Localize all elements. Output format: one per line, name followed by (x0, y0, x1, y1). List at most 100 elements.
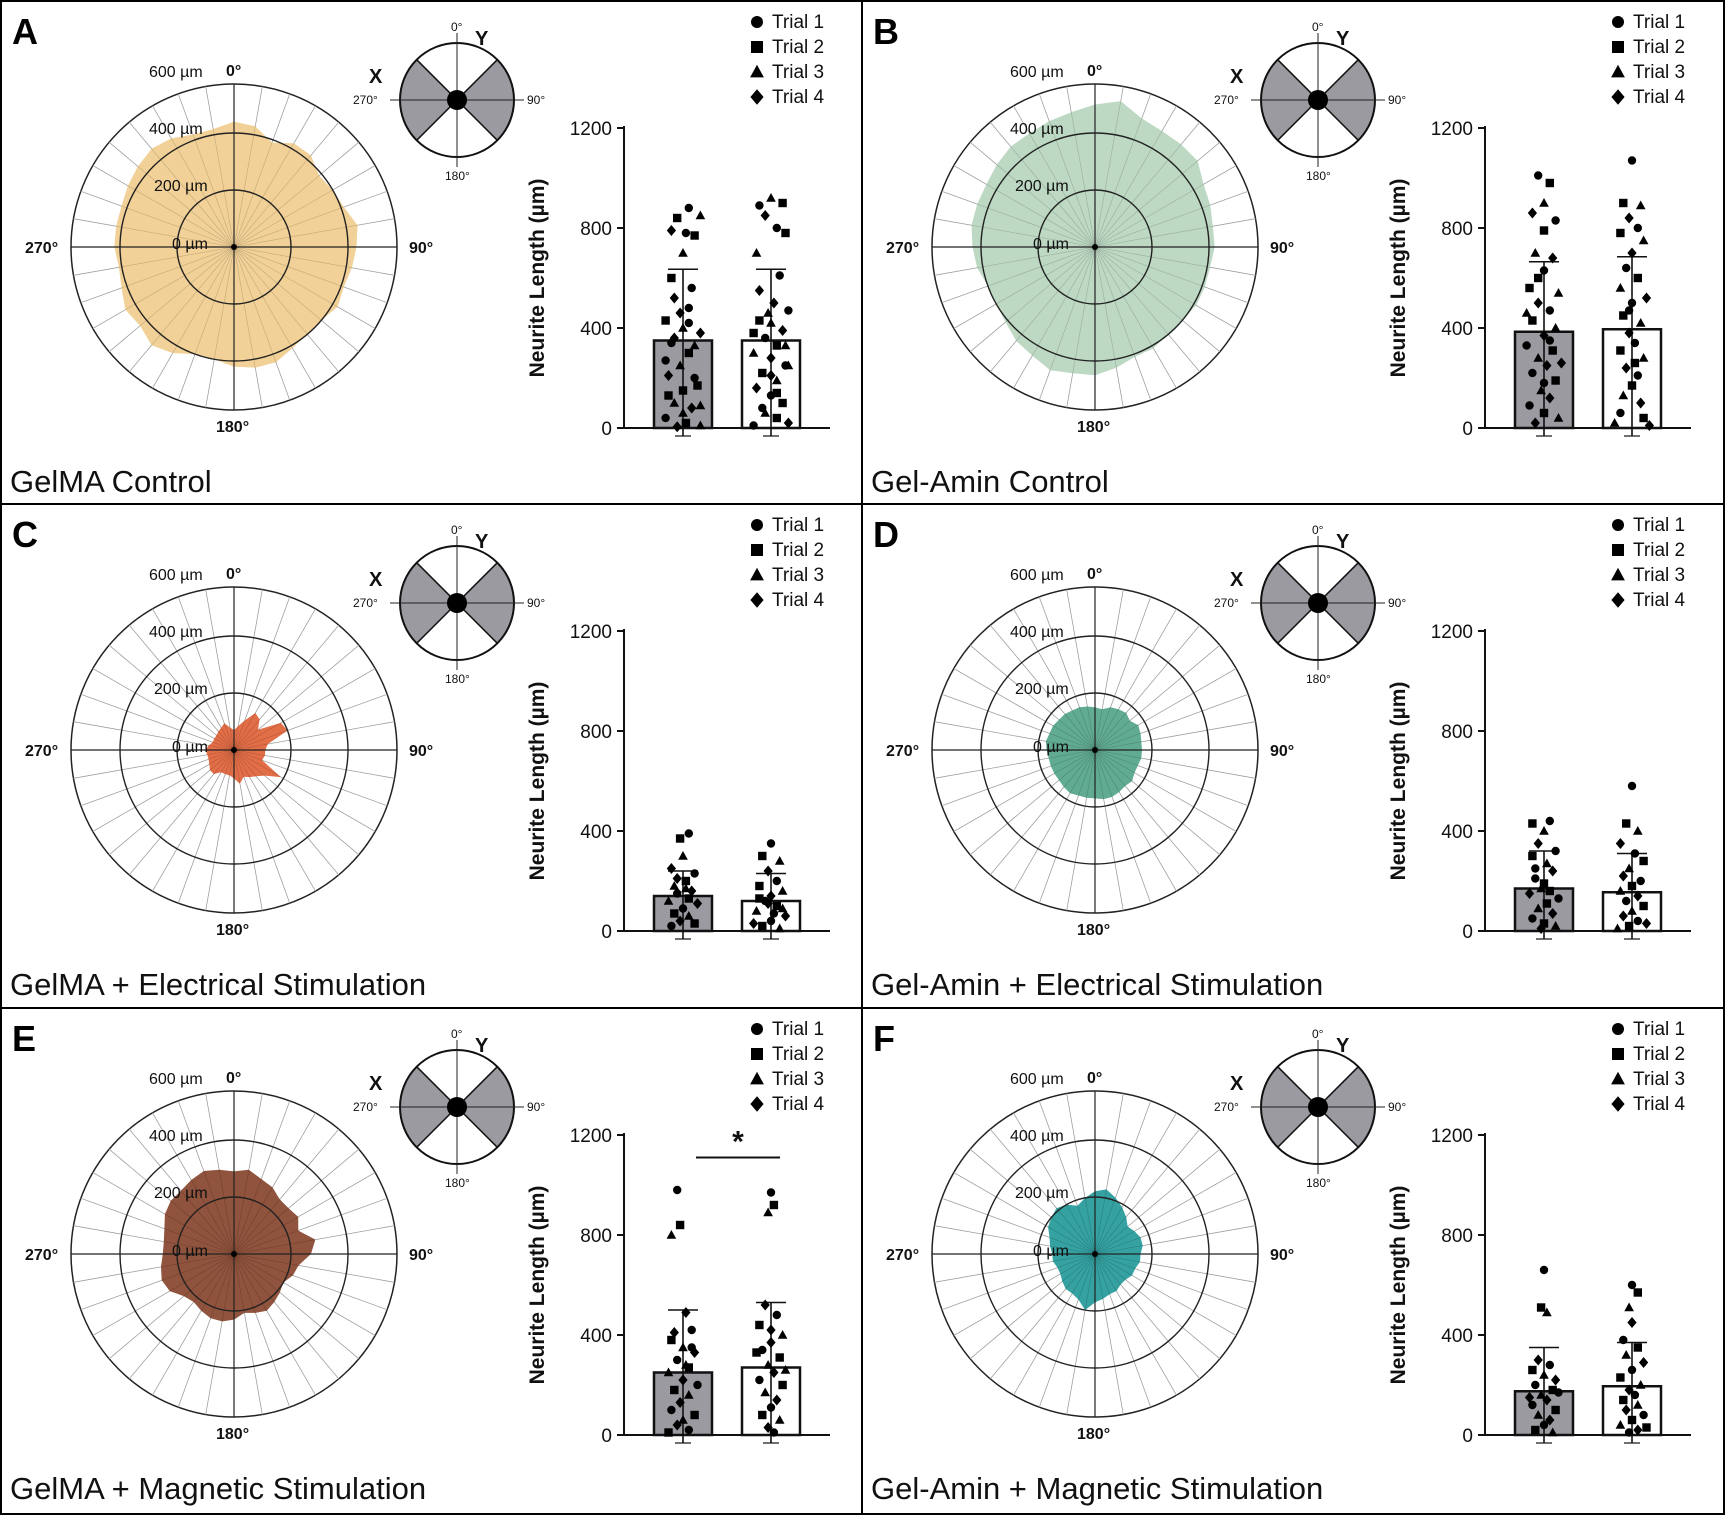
data-point (690, 1410, 699, 1420)
polar-spoke-overlay (1066, 1253, 1096, 1415)
data-point (769, 909, 779, 918)
legend-marker (750, 1096, 764, 1112)
data-point (751, 247, 762, 257)
polar-spoke-overlay (1094, 749, 1152, 904)
data-point (763, 1359, 773, 1369)
data-point (690, 869, 699, 878)
polar-spoke-overlay (1094, 86, 1124, 248)
inset-angle-label: 180° (1306, 1176, 1331, 1190)
polar-spoke-overlay (1013, 105, 1096, 248)
data-point (749, 421, 758, 430)
polar-spoke-overlay (953, 1172, 1096, 1255)
data-point (1545, 1360, 1554, 1370)
y-tick-label: 400 (580, 319, 612, 340)
data-point (681, 228, 691, 238)
legend-marker (751, 1048, 763, 1060)
legend-label: Trial 3 (772, 565, 824, 586)
polar-ring-label: 400 µm (1010, 121, 1064, 138)
data-point (1639, 413, 1648, 423)
polar-spoke-overlay (73, 246, 235, 276)
polar-spoke-overlay (152, 1253, 235, 1396)
data-point (669, 880, 680, 890)
legend-marker (751, 41, 763, 53)
polar-ring-label: 200 µm (1015, 178, 1069, 195)
data-point (1622, 819, 1631, 828)
y-tick-label: 1200 (570, 1126, 612, 1147)
inset-angle-label: 90° (1388, 596, 1406, 610)
data-point (664, 1428, 673, 1437)
polar-spoke-overlay (233, 1093, 263, 1255)
polar-spoke-overlay (128, 749, 235, 876)
polar-spoke (80, 749, 235, 807)
legend-label: Trial 3 (1633, 1069, 1685, 1090)
inset-angle-label: 0° (451, 1027, 463, 1041)
data-point (1633, 890, 1643, 902)
polar-spoke-overlay (941, 693, 1096, 751)
data-point (766, 370, 776, 381)
polar-spoke-overlay (233, 589, 263, 751)
polar-spoke-overlay (1094, 721, 1256, 751)
data-point (1612, 923, 1623, 933)
inset-x-label: X (1230, 1073, 1244, 1095)
data-point (1550, 322, 1561, 332)
data-point (675, 1220, 685, 1230)
polar-spoke-overlay (934, 1253, 1096, 1283)
polar-spoke-overlay (1094, 608, 1177, 751)
data-point (1616, 408, 1625, 418)
legend-label: Trial 3 (1633, 565, 1685, 586)
y-axis-label: Neurite Length (µm) (1387, 682, 1410, 881)
polar-spoke-overlay (1094, 693, 1249, 751)
polar-spoke-overlay (128, 121, 235, 248)
polar-spoke-overlay (1094, 668, 1237, 751)
data-point (1619, 1395, 1628, 1405)
polar-spoke-overlay (92, 165, 235, 248)
polar-plot: 0 µm 200 µm 400 µm 600 µm 0° 90° 180° 270° (25, 63, 433, 436)
polar-spoke-overlay (80, 190, 235, 248)
data-point (775, 1353, 784, 1362)
polar-spoke-overlay (233, 749, 360, 856)
data-point (1630, 849, 1640, 858)
polar-spoke-overlay (941, 246, 1096, 304)
panel-letter: E (12, 1018, 36, 1059)
polar-center (1092, 747, 1098, 753)
polar-angle-label: 180° (216, 1426, 249, 1443)
polar-spoke-overlay (953, 246, 1096, 329)
panel-caption: GelMA Control (10, 464, 212, 499)
legend-marker (1611, 64, 1625, 78)
polar-ring-label: 0 µm (1033, 739, 1069, 756)
polar-plot: 0 µm 200 µm 400 µm 600 µm 0° 90° 180° 270° (25, 1070, 433, 1443)
data-point (769, 297, 779, 309)
data-point (755, 894, 764, 903)
y-axis-label: Neurite Length (µm) (1387, 179, 1410, 378)
polar-spoke-overlay (1094, 1093, 1124, 1255)
polar-ring-label: 600 µm (1010, 64, 1064, 81)
data-point (695, 400, 706, 410)
inset-center-dot (1308, 1097, 1328, 1117)
data-point (687, 1343, 696, 1352)
data-point (1539, 378, 1549, 388)
polar-spoke-overlay (205, 1253, 235, 1415)
panel-f: F Gel-Amin + Magnetic Stimulation 0 µm 200 … (861, 1007, 1725, 1515)
data-point (1525, 401, 1534, 410)
polar-spoke-overlay (233, 246, 316, 389)
polar-spoke-overlay (92, 749, 235, 832)
data-point (754, 285, 765, 296)
polar-spoke-overlay (92, 1172, 235, 1255)
legend-marker (1612, 16, 1624, 28)
legend-label: Trial 1 (772, 12, 824, 33)
data-point (687, 402, 697, 414)
polar-spoke-overlay (73, 749, 235, 779)
data-point (1528, 914, 1537, 923)
polar-spoke-overlay (73, 1253, 235, 1283)
data-point (1536, 1389, 1546, 1399)
polar-spoke-overlay (1094, 1253, 1256, 1283)
legend-label: Trial 2 (1633, 37, 1685, 58)
polar-spoke-overlay (92, 668, 235, 751)
polar-spoke (73, 749, 235, 779)
polar-angle-label: 180° (216, 419, 249, 436)
data-point (777, 903, 788, 913)
data-point (1644, 420, 1655, 431)
data-point (675, 360, 685, 370)
y-tick-label: 0 (1462, 419, 1473, 440)
polar-ring-label: 400 µm (1010, 624, 1064, 641)
